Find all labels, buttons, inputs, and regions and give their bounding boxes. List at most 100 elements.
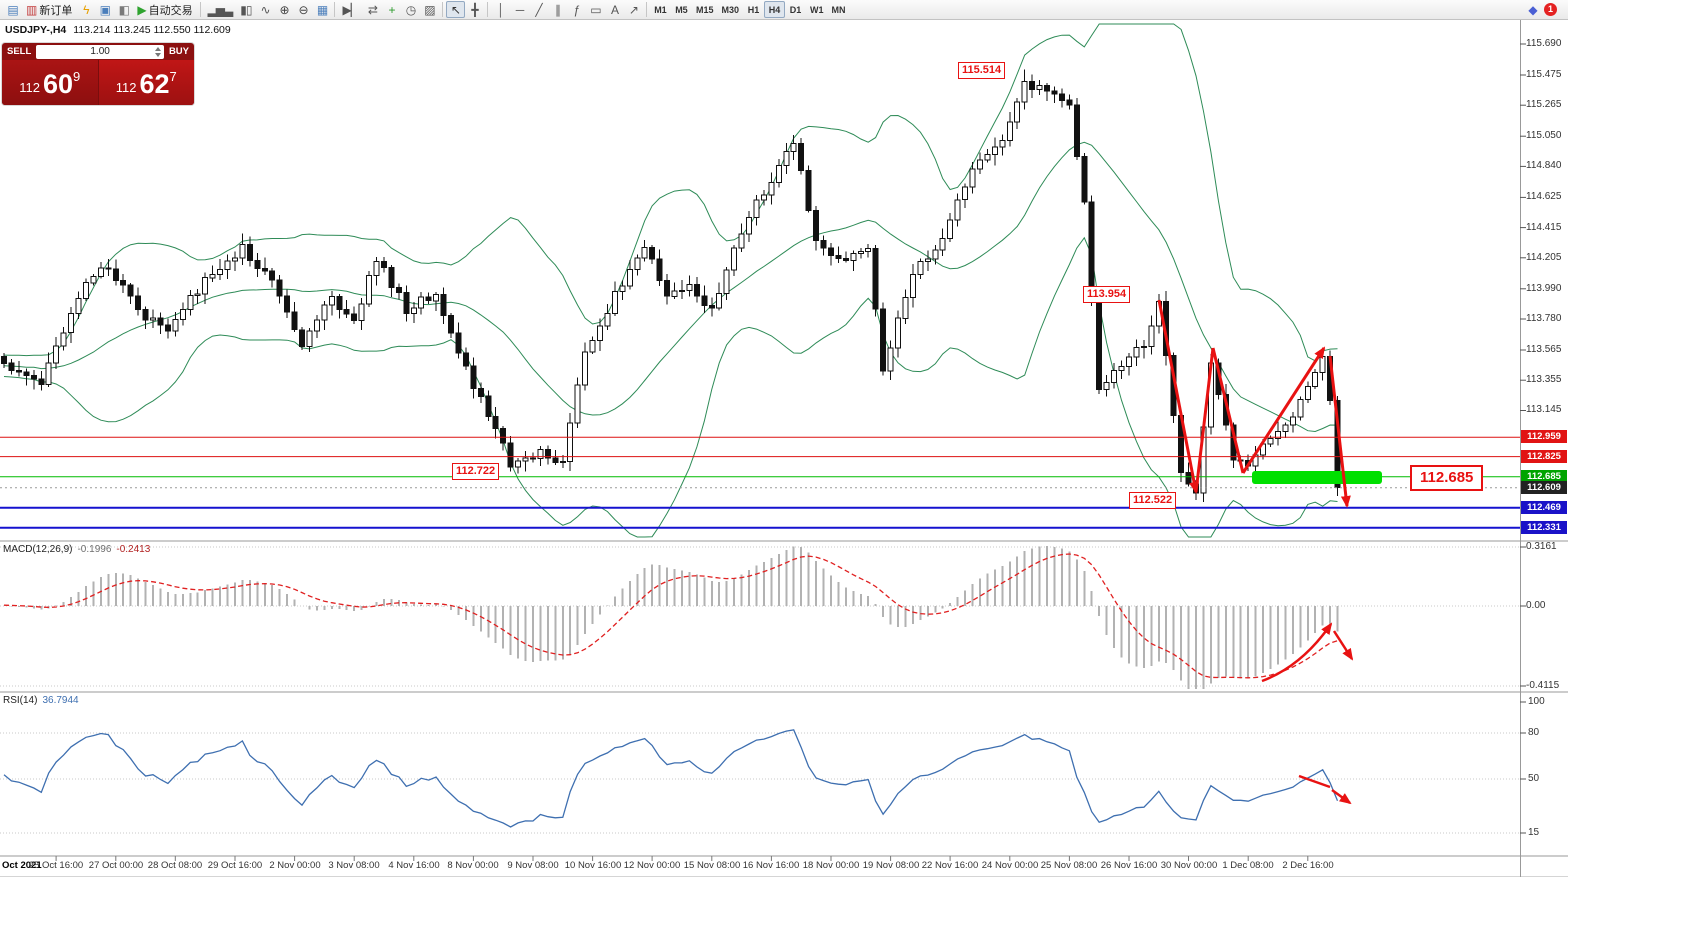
horizontal-line-button[interactable]: ─ [510, 1, 529, 18]
new-order-button[interactable]: ▥ 新订单 [22, 1, 76, 18]
volume-decrease-button[interactable] [154, 52, 161, 57]
timeframe-m5-button[interactable]: M5 [675, 4, 688, 15]
new-chart-icon: ▤ [7, 2, 18, 17]
shapes-button[interactable]: ▭ [586, 1, 605, 18]
time-axis-label[interactable]: 29 Oct 16:00 [207, 860, 263, 871]
indicators-button[interactable]: + [382, 1, 401, 18]
price-axis-label[interactable]: 114.415 [1526, 222, 1562, 233]
price-axis-label[interactable]: 113.990 [1526, 283, 1562, 294]
time-axis-label[interactable]: 2 Dec 16:00 [1282, 860, 1334, 871]
volume-input[interactable]: 1.00 [36, 44, 164, 59]
chart-canvas[interactable] [0, 0, 1568, 877]
time-axis-label[interactable]: 2 Nov 00:00 [269, 860, 321, 871]
one-click-trading-panel: SELL 1.00 BUY 112 60 9 112 62 7 [2, 43, 194, 105]
time-axis-label[interactable]: 27 Oct 00:00 [88, 860, 144, 871]
fibonacci-button[interactable]: ƒ [567, 1, 586, 18]
autotrading-button-label: 自动交易 [148, 4, 193, 17]
notification-badge[interactable]: 1 [1544, 3, 1557, 16]
community-button[interactable]: ◆ [1523, 1, 1542, 18]
price-axis-label[interactable]: 113.145 [1526, 404, 1562, 415]
time-axis-label[interactable]: 19 Nov 08:00 [862, 860, 920, 871]
price-annotation-target[interactable]: 112.685 [1410, 465, 1484, 491]
sell-price-prefix: 112 [19, 80, 40, 95]
sell-button[interactable]: 112 60 9 [2, 60, 98, 105]
time-axis-label[interactable]: 30 Nov 00:00 [1160, 860, 1218, 871]
time-axis-label[interactable]: 24 Nov 00:00 [981, 860, 1039, 871]
time-axis-label[interactable]: 25 Nov 08:00 [1040, 860, 1098, 871]
tile-windows-icon: ▦ [316, 2, 328, 17]
text-icon: A [610, 2, 619, 17]
price-axis-label[interactable]: 115.690 [1526, 38, 1562, 49]
timeframe-mn-button[interactable]: MN [831, 4, 846, 15]
price-axis-label[interactable]: 114.205 [1526, 252, 1562, 263]
price-tag-112-685: 112.685 [1521, 470, 1567, 483]
price-axis-label[interactable]: 115.050 [1526, 130, 1562, 141]
sell-price-pip: 9 [73, 69, 81, 84]
toolbar: ▤ ▥ 新订单 ϟ ▣ ◧ ▶ 自动交易 ▂▅▃ ▮▯ ∿ ⊕ ⊖ ▦ ▶▏ ⇄ + ◷ ▨ ↖ ╋ │ ─ ╱ ∥ ƒ ▭ A ↗ M1… [0, 0, 1568, 20]
bar-chart-button[interactable]: ▂▅▃ [204, 1, 237, 18]
price-axis-label[interactable]: 113.565 [1526, 344, 1562, 355]
time-axis-label[interactable]: 3 Nov 08:00 [328, 860, 380, 871]
price-annotation-low-oct[interactable]: 112.722 [452, 463, 500, 480]
timeframe-m15-button[interactable]: M15 [695, 4, 714, 15]
time-axis-label[interactable]: 22 Nov 16:00 [921, 860, 979, 871]
price-axis-label[interactable]: 113.780 [1526, 313, 1562, 324]
time-axis-label[interactable]: 16 Nov 16:00 [742, 860, 800, 871]
timeframe-w1-button[interactable]: W1 [809, 4, 824, 15]
metaeditor-button[interactable]: ϟ [76, 1, 95, 18]
timeframe-m30-button[interactable]: M30 [721, 4, 739, 15]
periods-button[interactable]: ◷ [401, 1, 420, 18]
buy-button[interactable]: 112 62 7 [98, 60, 194, 105]
time-axis-label[interactable]: 28 Oct 08:00 [147, 860, 203, 871]
auto-scroll-button[interactable]: ▶▏ [338, 1, 362, 18]
crosshair-button[interactable]: ╋ [465, 1, 484, 18]
time-axis-label[interactable]: 26 Nov 16:00 [1100, 860, 1158, 871]
time-axis-label[interactable]: 12 Nov 00:00 [623, 860, 681, 871]
zoom-out-button[interactable]: ⊖ [293, 1, 312, 18]
price-annotation-high[interactable]: 115.514 [958, 62, 1006, 79]
timeframe-m1-button[interactable]: M1 [654, 4, 667, 15]
new-chart-button[interactable]: ▤ [3, 1, 22, 18]
trendline-button[interactable]: ╱ [529, 1, 548, 18]
zoom-in-button[interactable]: ⊕ [274, 1, 293, 18]
rsi-axis-label: 15 [1528, 827, 1540, 838]
time-axis-label[interactable]: 10 Nov 16:00 [564, 860, 622, 871]
timeframe-h1-button[interactable]: H1 [747, 4, 760, 15]
chart-shift-button[interactable]: ⇄ [363, 1, 382, 18]
time-axis-label[interactable]: 15 Nov 08:00 [683, 860, 741, 871]
arrows-button[interactable]: ↗ [624, 1, 643, 18]
price-axis-label[interactable]: 115.475 [1526, 69, 1562, 80]
channel-button[interactable]: ∥ [548, 1, 567, 18]
time-axis-label[interactable]: 8 Nov 00:00 [447, 860, 499, 871]
time-axis-label[interactable]: 1 Dec 08:00 [1222, 860, 1274, 871]
price-annotation-swing-high[interactable]: 113.954 [1083, 286, 1131, 303]
time-axis-label[interactable]: 25 Oct 16:00 [28, 860, 84, 871]
price-tag-112-609: 112.609 [1521, 481, 1567, 494]
price-annotation-low-nov[interactable]: 112.522 [1129, 492, 1177, 509]
price-axis-label[interactable]: 113.355 [1526, 374, 1562, 385]
timeframe-h4-button[interactable]: H4 [763, 1, 785, 18]
time-axis-label[interactable]: 18 Nov 00:00 [802, 860, 860, 871]
tile-windows-button[interactable]: ▦ [312, 1, 331, 18]
vertical-line-button[interactable]: │ [491, 1, 510, 18]
text-button[interactable]: A [605, 1, 624, 18]
line-chart-button[interactable]: ∿ [255, 1, 274, 18]
price-axis-label[interactable]: 114.840 [1526, 160, 1562, 171]
time-axis-label[interactable]: 9 Nov 08:00 [507, 860, 559, 871]
autotrading-button[interactable]: ▶ 自动交易 [133, 1, 196, 18]
volume-increase-button[interactable] [154, 46, 161, 51]
price-axis-label[interactable]: 115.265 [1526, 99, 1562, 110]
navigator-icon: ◧ [118, 2, 130, 17]
market-watch-button[interactable]: ▣ [95, 1, 114, 18]
buy-label: BUY [168, 46, 189, 57]
candlestick-button[interactable]: ▮▯ [236, 1, 255, 18]
navigator-button[interactable]: ◧ [114, 1, 133, 18]
price-tag-112-959: 112.959 [1521, 430, 1567, 443]
ohlc-values: 113.214 113.245 112.550 112.609 [73, 24, 231, 36]
price-axis-label[interactable]: 114.625 [1526, 191, 1562, 202]
time-axis-label[interactable]: 4 Nov 16:00 [388, 860, 440, 871]
chart-shift-icon: ⇄ [367, 2, 378, 17]
cursor-button[interactable]: ↖ [445, 1, 465, 18]
timeframe-d1-button[interactable]: D1 [789, 4, 802, 15]
templates-button[interactable]: ▨ [420, 1, 439, 18]
